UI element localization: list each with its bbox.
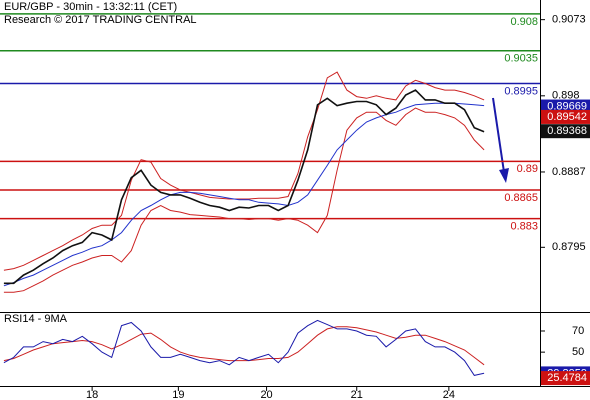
value-box bbox=[541, 124, 590, 139]
x-tick-label: 20 bbox=[260, 389, 272, 400]
series-line bbox=[3, 107, 485, 293]
level-label: 0.883 bbox=[510, 221, 538, 233]
chart-title: EUR/GBP - 30min - 13:32:11 (CET) bbox=[4, 1, 177, 13]
y-tick-label: 0.9073 bbox=[552, 14, 586, 26]
value-box bbox=[541, 371, 590, 386]
value-box bbox=[541, 109, 590, 124]
y-tick-label: 70 bbox=[572, 325, 584, 337]
value-box-label: 0.89669 bbox=[547, 100, 587, 112]
value-box-label: 0.89542 bbox=[547, 111, 587, 123]
level-label: 0.89 bbox=[517, 163, 538, 175]
x-tick-label: 18 bbox=[86, 389, 98, 400]
y-tick-label: 50 bbox=[572, 346, 584, 358]
value-box-label: 0.89368 bbox=[547, 125, 587, 137]
forecast-arrow-head bbox=[499, 168, 509, 183]
value-box-label: 25.4784 bbox=[547, 372, 587, 384]
series-line bbox=[3, 71, 485, 271]
series-line bbox=[3, 326, 485, 366]
x-tick-label: 19 bbox=[172, 389, 184, 400]
rsi-title: RSI14 - 9MA bbox=[4, 313, 68, 325]
chart-subtitle: Research © 2017 TRADING CENTRAL bbox=[4, 14, 197, 26]
level-label: 0.8865 bbox=[504, 192, 538, 204]
y-tick-label: 0.8795 bbox=[552, 241, 586, 253]
series-line bbox=[3, 319, 485, 376]
level-label: 0.908 bbox=[510, 16, 538, 28]
y-tick-label: 0.8887 bbox=[552, 166, 586, 178]
y-tick-label: 0.898 bbox=[552, 90, 580, 102]
series-line bbox=[3, 89, 485, 285]
level-label: 0.9035 bbox=[504, 53, 538, 65]
forecast-arrow bbox=[492, 97, 505, 173]
x-tick-label: 21 bbox=[351, 389, 363, 400]
x-tick-label: 24 bbox=[443, 389, 455, 400]
level-label: 0.8995 bbox=[504, 85, 538, 97]
series-line bbox=[3, 102, 485, 287]
